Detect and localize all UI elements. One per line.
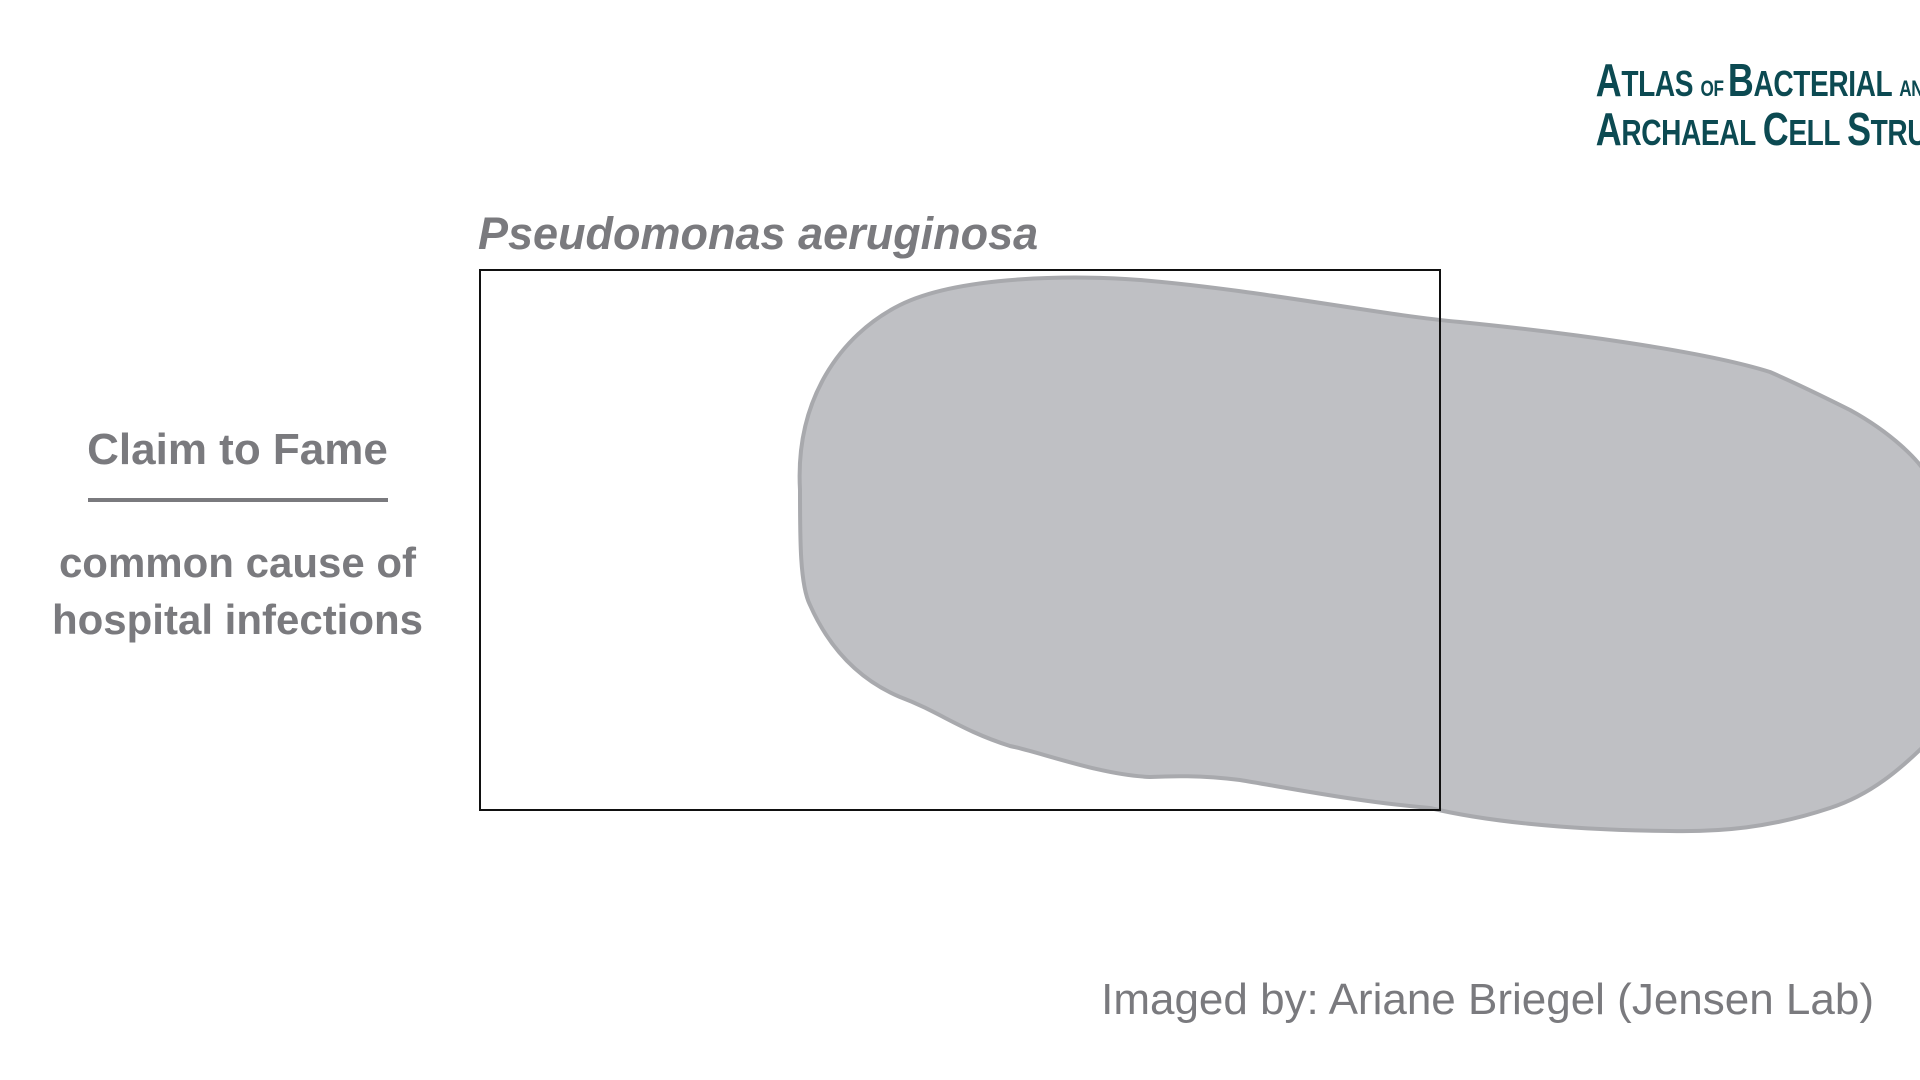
logo-line-2: Archaeal Cell Structure — [1595, 103, 1920, 155]
field-of-view-frame — [479, 269, 1441, 811]
species-title: Pseudomonas aeruginosa — [478, 208, 1039, 259]
claim-to-fame-block: Claim to Fame common cause of hospital i… — [30, 420, 445, 648]
bacterium-cell-outline — [797, 275, 1920, 834]
image-credit: Imaged by: Ariane Briegel (Jensen Lab) — [1101, 975, 1874, 1024]
atlas-logo: Atlas of Bacterial and Archaeal Cell Str… — [1521, 54, 1920, 155]
claim-divider — [87, 498, 388, 502]
claim-heading: Claim to Fame — [87, 425, 388, 474]
logo-line-1: Atlas of Bacterial and — [1595, 54, 1920, 106]
claim-text: common cause of hospital infections — [51, 539, 424, 643]
